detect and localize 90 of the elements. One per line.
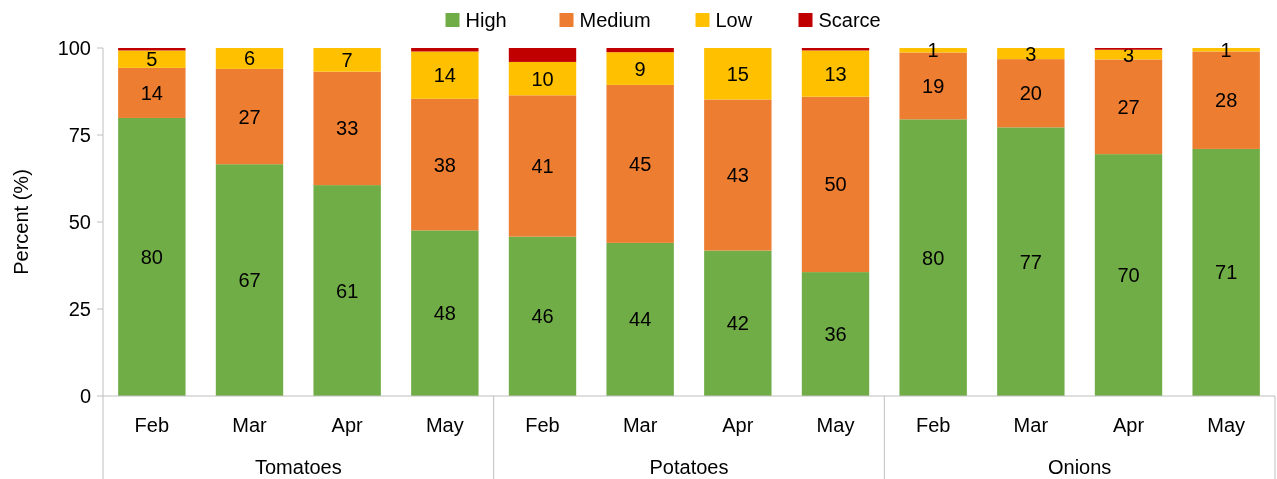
data-label: 41	[531, 154, 554, 177]
bar	[1094, 154, 1163, 396]
bar	[313, 71, 381, 186]
data-label: 71	[1215, 261, 1238, 284]
data-label: 9	[634, 57, 646, 80]
bar	[118, 50, 186, 68]
x-tick-label: Apr	[1112, 414, 1145, 436]
bar	[118, 117, 186, 396]
data-label: 3	[1025, 42, 1037, 65]
x-tick-label: Feb	[134, 414, 170, 436]
text: Onions	[1047, 456, 1112, 478]
bar	[801, 50, 870, 97]
y-tick-label: 25	[68, 298, 91, 320]
data-label: 80	[140, 245, 163, 268]
bar	[411, 98, 479, 231]
x-tick-label: May	[425, 414, 464, 436]
x-tick-label: May	[1207, 414, 1246, 436]
x-tick-label: Mar	[1013, 414, 1049, 436]
bar	[508, 95, 577, 237]
data-label: 6	[243, 47, 256, 70]
data-label: 45	[629, 152, 652, 175]
data-label: 44	[629, 308, 652, 331]
bar	[606, 84, 674, 243]
y-tick-label: 0	[79, 385, 91, 407]
data-label: 7	[341, 48, 353, 71]
data-label: 20	[1019, 82, 1042, 105]
legend-label: Scarce	[818, 9, 881, 31]
bar	[313, 48, 381, 72]
bar	[606, 48, 674, 53]
bar	[215, 68, 284, 165]
x-tick-label: Apr	[331, 414, 364, 436]
data-label: 67	[238, 269, 261, 292]
data-label: 13	[824, 62, 847, 85]
x-tick-label: Mar	[622, 414, 658, 436]
bar	[411, 51, 479, 99]
data-label: 77	[1019, 250, 1042, 273]
data-label: 50	[824, 173, 847, 196]
legend-label: Low	[715, 9, 753, 31]
legend-label: Medium	[579, 9, 651, 31]
data-label: 15	[726, 62, 749, 85]
data-label: 19	[922, 74, 945, 97]
data-label: 43	[726, 164, 749, 187]
data-label: 27	[1117, 95, 1140, 118]
data-label: 27	[238, 105, 261, 128]
y-tick-label: 50	[68, 211, 91, 233]
x-tick-label: May	[816, 414, 855, 436]
bar	[997, 59, 1065, 128]
bar	[606, 242, 674, 396]
y-axis-title: Percent (%)	[10, 169, 32, 275]
data-label: 46	[531, 305, 554, 328]
bar	[899, 119, 967, 396]
bar	[801, 272, 870, 396]
y-tick-label: 100	[57, 37, 91, 59]
x-tick-label: Apr	[722, 414, 754, 436]
data-label: 42	[726, 312, 749, 335]
bar	[801, 96, 870, 273]
data-label: 14	[433, 64, 456, 87]
x-tick-label: Feb	[915, 414, 951, 436]
bar	[1192, 148, 1260, 396]
bar	[508, 61, 577, 96]
bar	[997, 127, 1065, 396]
data-label: 33	[336, 117, 359, 140]
data-label: 70	[1117, 264, 1140, 287]
data-label: 28	[1215, 89, 1238, 112]
y-tick-label: 75	[68, 124, 91, 146]
bar	[118, 67, 186, 118]
bar	[215, 48, 284, 69]
data-label: 14	[140, 81, 163, 104]
bar	[704, 48, 772, 100]
text: Potatoes	[649, 456, 729, 478]
data-label: 80	[922, 246, 945, 269]
legend-label: High	[465, 9, 507, 31]
bar	[606, 52, 674, 85]
data-label: 38	[433, 153, 456, 176]
bar	[411, 230, 479, 396]
data-label: 48	[433, 302, 456, 325]
text: Tomatoes	[254, 456, 342, 478]
bar	[313, 185, 381, 396]
bar	[508, 236, 577, 396]
data-label: 61	[336, 279, 359, 302]
bar	[215, 164, 284, 396]
bar	[704, 99, 772, 251]
bar	[704, 250, 772, 396]
data-label: 36	[824, 323, 847, 346]
x-tick-label: Mar	[232, 414, 268, 436]
bar	[508, 48, 577, 62]
data-label: 5	[146, 48, 158, 71]
data-label: 10	[531, 67, 554, 90]
bar	[997, 48, 1065, 60]
x-tick-label: Feb	[525, 414, 560, 436]
